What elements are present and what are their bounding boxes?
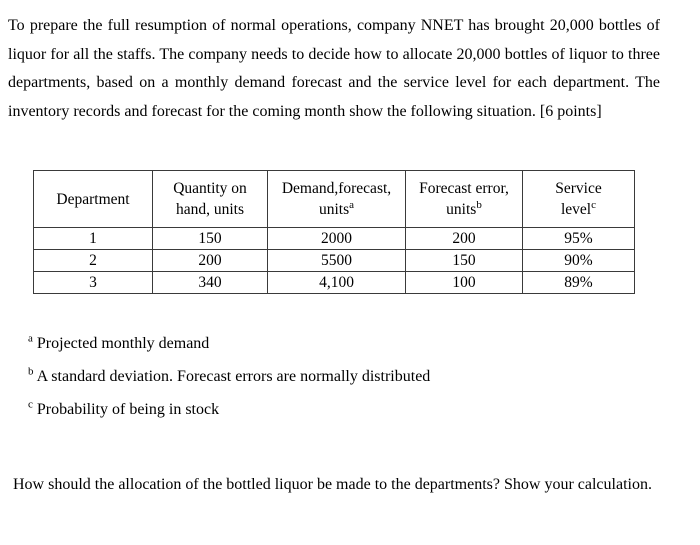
table-row-dept-1: 1 150 2000 200 95% xyxy=(33,227,635,250)
document-page: To prepare the full resumption of normal… xyxy=(0,12,700,545)
footnotes: a Projected monthly demand b A standard … xyxy=(28,332,660,422)
table-header-forecast-error: Forecast error, unitsb xyxy=(405,170,523,228)
cell-department: 3 xyxy=(33,271,153,294)
cell-service-level: 95% xyxy=(522,227,635,250)
cell-demand: 4,100 xyxy=(267,271,406,294)
allocation-table: Department Quantity on hand, units Deman… xyxy=(33,170,635,294)
footnote-c: c Probability of being in stock xyxy=(28,398,220,418)
cell-quantity: 340 xyxy=(152,271,268,294)
allocation-table-wrap: Department Quantity on hand, units Deman… xyxy=(33,170,700,294)
cell-forecast-error: 200 xyxy=(405,227,523,250)
footnote-a: a Projected monthly demand xyxy=(28,332,210,352)
question-paragraph: How should the allocation of the bottled… xyxy=(13,476,652,493)
table-header-service-level: Service levelc xyxy=(522,170,635,228)
cell-service-level: 90% xyxy=(522,249,635,272)
table-row-dept-2: 2 200 5500 150 90% xyxy=(33,249,635,272)
cell-department: 2 xyxy=(33,249,153,272)
table-header-department: Department xyxy=(33,170,153,228)
cell-service-level: 89% xyxy=(522,271,635,294)
cell-forecast-error: 150 xyxy=(405,249,523,272)
cell-forecast-error: 100 xyxy=(405,271,523,294)
cell-quantity: 150 xyxy=(152,227,268,250)
footnote-b: b A standard deviation. Forecast errors … xyxy=(28,365,431,385)
cell-demand: 5500 xyxy=(267,249,406,272)
cell-demand: 2000 xyxy=(267,227,406,250)
cell-quantity: 200 xyxy=(152,249,268,272)
table-header-demand-forecast: Demand,forecast, unitsa xyxy=(267,170,406,228)
table-row-dept-3: 3 340 4,100 100 89% xyxy=(33,271,635,294)
intro-paragraph: To prepare the full resumption of normal… xyxy=(8,17,660,120)
table-header-row: Department Quantity on hand, units Deman… xyxy=(33,170,635,228)
cell-department: 1 xyxy=(33,227,153,250)
table-header-quantity-on-hand: Quantity on hand, units xyxy=(152,170,268,228)
